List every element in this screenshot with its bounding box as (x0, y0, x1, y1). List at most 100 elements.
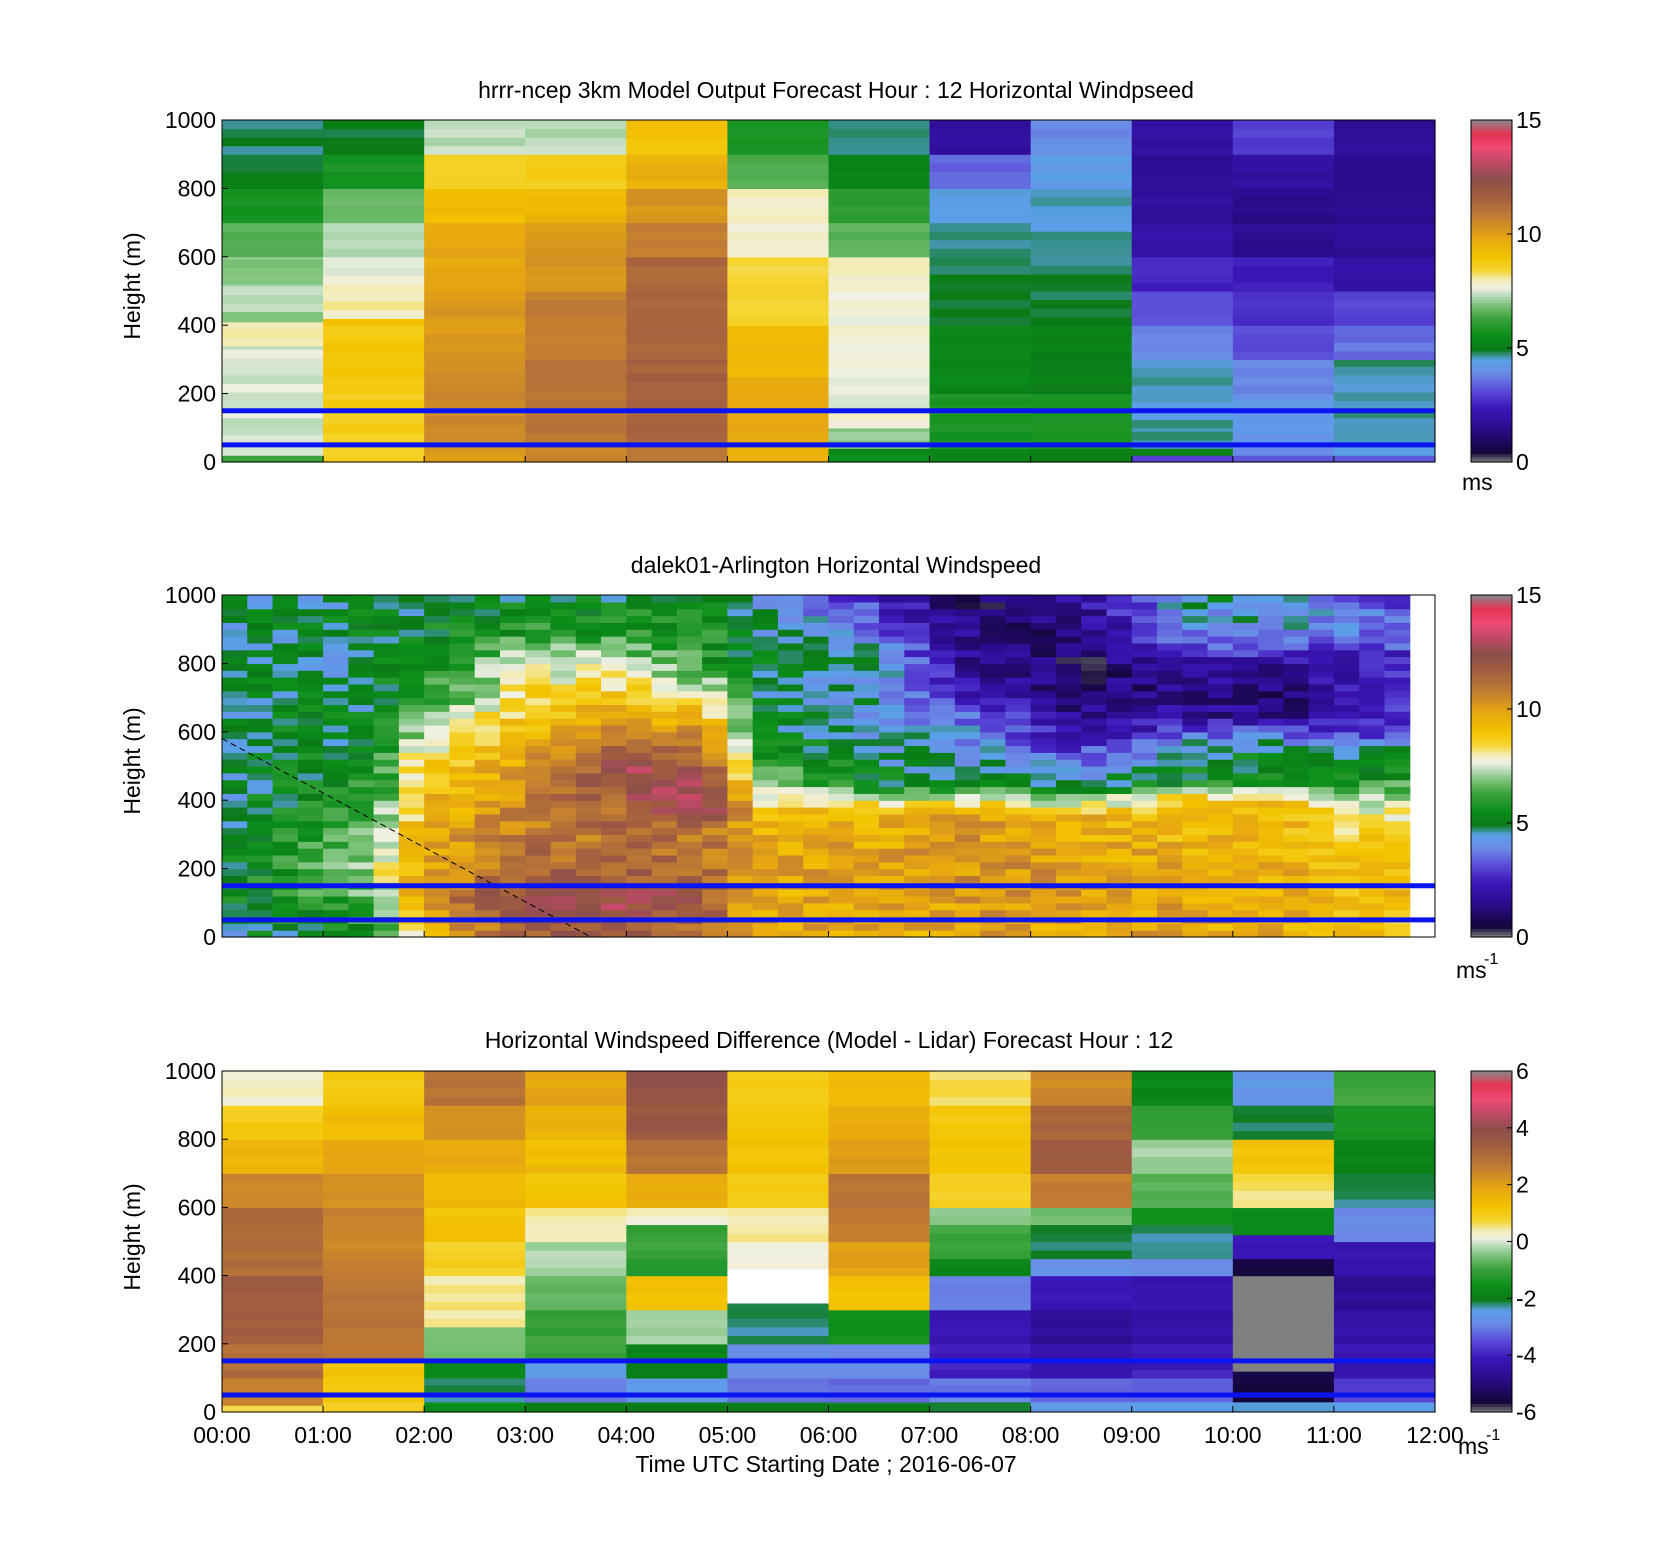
heatmap-cell (626, 1343, 729, 1353)
heatmap-cell (1384, 649, 1411, 658)
heatmap-cell (651, 677, 678, 685)
heatmap-cell (348, 608, 375, 617)
heatmap-cell (1106, 902, 1133, 911)
heatmap-cell (929, 800, 956, 808)
heatmap-cell (828, 1292, 931, 1302)
heatmap-cell (626, 752, 653, 760)
heatmap-cell (980, 854, 1006, 863)
heatmap-cell (1182, 752, 1209, 760)
colorbar-segment (1471, 1409, 1512, 1413)
heatmap-cell (222, 1241, 324, 1251)
heatmap-cell (525, 1164, 627, 1174)
heatmap-cell (1081, 841, 1108, 849)
heatmap-cell (1157, 834, 1183, 842)
heatmap-cell (1333, 677, 1360, 685)
heatmap-cell (727, 1173, 830, 1183)
heatmap-cell (1258, 868, 1284, 877)
heatmap-cell (904, 731, 931, 740)
heatmap-cell (575, 718, 602, 726)
heatmap-cell (1333, 333, 1436, 343)
heatmap-cell (853, 697, 880, 706)
heatmap-cell (398, 848, 425, 856)
heatmap-cell (1055, 820, 1082, 829)
heatmap-cell (272, 813, 299, 822)
heatmap-cell (525, 1275, 627, 1285)
heatmap-cell (702, 772, 729, 781)
heatmap-cell (323, 171, 425, 181)
heatmap-cell (601, 670, 627, 678)
heatmap-cell (1081, 875, 1108, 883)
heatmap-cell (247, 923, 274, 931)
heatmap-cell (1030, 738, 1057, 747)
heatmap-cell (1131, 1377, 1234, 1386)
heatmap-cell (651, 895, 678, 904)
heatmap-cell (1106, 615, 1133, 623)
heatmap-cell (550, 889, 577, 897)
heatmap-cell (550, 677, 577, 685)
colorbar-segment (1471, 1392, 1512, 1396)
heatmap-cell (1131, 393, 1234, 403)
heatmap-cell (1232, 704, 1259, 712)
heatmap-cell (1384, 595, 1411, 603)
heatmap-cell (474, 663, 501, 671)
heatmap-cell (1106, 766, 1133, 774)
heatmap-cell (626, 273, 729, 284)
heatmap-cell (904, 820, 931, 829)
heatmap-cell (323, 385, 425, 395)
heatmap-cell (803, 923, 830, 931)
heatmap-cell (727, 1147, 830, 1157)
heatmap-cell (1030, 128, 1133, 138)
heatmap-cell (222, 595, 248, 603)
heatmap-cell (828, 359, 931, 369)
heatmap-cell (1030, 889, 1057, 897)
heatmap-cell (1232, 1198, 1335, 1209)
heatmap-cell (803, 868, 830, 877)
heatmap-cell (676, 601, 703, 610)
heatmap-cell (1182, 690, 1209, 699)
heatmap-cell (247, 629, 274, 637)
heatmap-cell (727, 677, 754, 685)
heatmap-cell (222, 1224, 324, 1234)
heatmap-cell (803, 930, 830, 938)
colorbar-segment (1471, 680, 1512, 684)
heatmap-cell (879, 704, 905, 712)
heatmap-cell (1283, 807, 1310, 815)
colorbar-tick-label: 15 (1516, 582, 1542, 608)
heatmap-cell (828, 393, 931, 403)
heatmap-cell (1384, 608, 1411, 617)
colorbar-segment (1471, 831, 1512, 835)
heatmap-cell (752, 766, 779, 774)
heatmap-cell (879, 786, 905, 794)
colorbar-segment (1471, 726, 1512, 730)
heatmap-cell (777, 793, 804, 801)
colorbar-segment (1471, 1400, 1512, 1405)
heatmap-cell (550, 711, 577, 719)
heatmap-cell (626, 444, 729, 455)
heatmap-cell (702, 923, 729, 931)
heatmap-cell (297, 807, 324, 815)
heatmap-cell (1384, 711, 1411, 719)
heatmap-cell (1106, 868, 1133, 877)
heatmap-cell (1283, 677, 1310, 685)
heatmap-cell (1207, 827, 1234, 835)
heatmap-cell (575, 595, 602, 603)
heatmap-cell (1283, 738, 1310, 747)
heatmap-cell (929, 376, 1032, 386)
heatmap-cell (1030, 636, 1057, 644)
heatmap-cell (525, 1139, 627, 1149)
colorbar-segment (1471, 1085, 1512, 1089)
heatmap-cell (727, 424, 830, 434)
heatmap-cell (601, 690, 627, 699)
colorbar-tick-label: 6 (1516, 1058, 1529, 1084)
heatmap-cell (929, 820, 956, 829)
heatmap-cell (727, 923, 754, 931)
heatmap-cell (449, 711, 476, 719)
heatmap-cell (752, 909, 779, 918)
heatmap-cell (499, 807, 526, 815)
heatmap-cell (1131, 930, 1158, 938)
heatmap-cell (297, 902, 324, 911)
heatmap-cell (1055, 636, 1082, 644)
heatmap-cell (1333, 1292, 1436, 1302)
heatmap-cell (1308, 923, 1335, 931)
heatmap-cell (1283, 889, 1310, 897)
